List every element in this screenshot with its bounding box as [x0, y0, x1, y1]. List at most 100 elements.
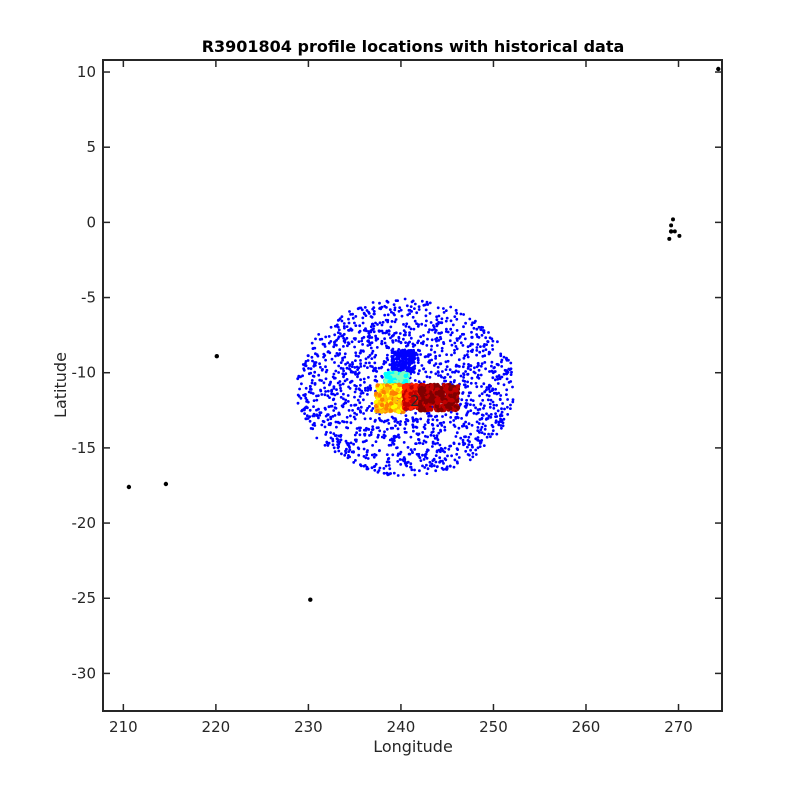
historical-point: [306, 359, 310, 362]
historical-point: [311, 414, 315, 418]
historical-point: [393, 320, 397, 324]
historical-point: [354, 354, 358, 358]
historical-point: [463, 354, 467, 358]
historical-point: [439, 374, 442, 377]
profile-point: [388, 401, 394, 406]
historical-point: [370, 352, 374, 355]
historical-point: [459, 341, 463, 345]
profile-point: [403, 401, 408, 406]
historical-point: [331, 375, 335, 379]
historical-point: [342, 322, 346, 325]
historical-point: [389, 336, 392, 340]
historical-point: [336, 381, 340, 385]
historical-point: [469, 403, 472, 406]
historical-point: [312, 405, 315, 408]
historical-point: [485, 343, 488, 346]
historical-point: [466, 350, 470, 353]
historical-point: [437, 431, 441, 435]
historical-point: [318, 362, 321, 366]
profile-point: [388, 375, 393, 380]
historical-point: [491, 376, 495, 380]
historical-point: [392, 471, 396, 475]
historical-point: [388, 308, 392, 311]
profile-point: [397, 393, 402, 398]
historical-point: [475, 349, 479, 352]
historical-point: [331, 415, 335, 418]
historical-point: [392, 435, 396, 438]
historical-point: [341, 420, 344, 423]
historical-point: [507, 381, 511, 384]
historical-point: [357, 355, 360, 358]
historical-point: [340, 315, 344, 318]
historical-point: [411, 416, 415, 420]
historical-point: [455, 329, 459, 332]
historical-point: [335, 425, 338, 429]
profile-point: [433, 383, 438, 388]
historical-point: [355, 384, 358, 388]
coastline-island: [669, 223, 674, 228]
historical-point: [453, 315, 457, 318]
historical-point: [335, 352, 339, 355]
historical-point: [434, 362, 438, 366]
historical-point: [313, 361, 316, 364]
historical-point: [505, 388, 509, 392]
historical-point: [362, 311, 366, 315]
historical-point: [480, 425, 484, 429]
historical-point: [396, 357, 400, 360]
historical-point: [469, 398, 473, 402]
historical-point: [374, 375, 377, 378]
y-tick-label: -25: [72, 589, 97, 607]
historical-point: [408, 331, 411, 335]
historical-point: [439, 447, 443, 450]
historical-point: [433, 331, 437, 334]
historical-point: [365, 409, 368, 412]
historical-point: [478, 350, 482, 354]
historical-point: [470, 423, 474, 427]
historical-point: [321, 368, 324, 371]
historical-point: [370, 357, 374, 360]
historical-point: [497, 421, 501, 424]
historical-point: [433, 350, 437, 354]
historical-point: [302, 368, 306, 372]
historical-point: [481, 354, 485, 358]
historical-point: [406, 354, 410, 358]
historical-point: [377, 469, 381, 472]
historical-point: [356, 372, 360, 376]
historical-point: [466, 355, 470, 359]
historical-point: [369, 364, 372, 368]
historical-point: [435, 339, 438, 343]
historical-point: [315, 353, 319, 357]
historical-point: [303, 406, 307, 410]
historical-point: [358, 324, 362, 328]
historical-point: [361, 343, 364, 346]
historical-point: [430, 328, 434, 332]
historical-point: [372, 324, 376, 328]
historical-point: [416, 341, 419, 345]
historical-point: [336, 319, 340, 322]
historical-point: [361, 391, 365, 395]
historical-point: [383, 434, 387, 438]
historical-point: [427, 414, 430, 418]
historical-point: [330, 392, 333, 396]
historical-point: [495, 432, 499, 436]
historical-point: [304, 417, 308, 421]
historical-point: [466, 345, 470, 349]
historical-point: [371, 369, 375, 373]
historical-point: [357, 406, 360, 410]
historical-point: [304, 393, 307, 396]
historical-point: [446, 359, 450, 363]
historical-point: [479, 325, 483, 329]
historical-point: [386, 457, 390, 461]
historical-point: [374, 338, 378, 342]
historical-point: [488, 383, 491, 387]
historical-point: [476, 429, 480, 432]
historical-point: [367, 330, 370, 333]
historical-point: [343, 453, 347, 457]
historical-point: [396, 299, 399, 302]
historical-point: [366, 386, 370, 390]
historical-point: [359, 463, 362, 467]
historical-point: [430, 431, 434, 434]
historical-point: [456, 461, 459, 465]
historical-point: [332, 409, 336, 412]
historical-point: [428, 375, 432, 379]
